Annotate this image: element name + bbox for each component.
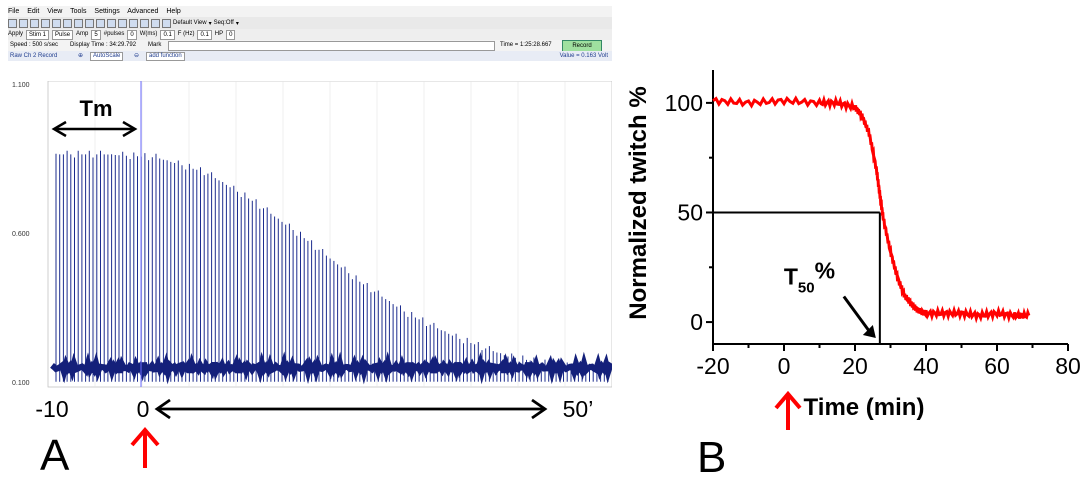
chart-b-t50-guides (713, 211, 881, 344)
edit-icon[interactable] (96, 18, 105, 28)
zoom-icon[interactable] (52, 18, 61, 28)
add-function-button[interactable]: add function (146, 52, 185, 61)
drug-application-arrow-a-head (130, 426, 160, 447)
t50-label: T50% (784, 257, 835, 296)
zoom-out-icon[interactable]: ⊖ (134, 53, 140, 59)
twitch-trace-plot: 1.100 0.600 0.100 Tm (12, 81, 612, 388)
x-axis-label: Time (min) (804, 394, 925, 421)
amp-input[interactable]: 5 (91, 29, 101, 40)
autoscale-button[interactable]: AutoScale (90, 52, 124, 61)
menu-bar: File Edit View Tools Settings Advanced H… (8, 6, 612, 17)
bars-icon[interactable] (74, 18, 83, 28)
baseline-noise (50, 351, 612, 385)
x-tick-label: 40 (913, 353, 939, 379)
stim-select[interactable]: Stim 1 (26, 29, 50, 40)
menu-file[interactable]: File (8, 8, 20, 15)
x-tick-label: 20 (842, 353, 868, 379)
seq-select[interactable]: Seq:Off (213, 20, 234, 26)
trace-sweeps (55, 150, 609, 382)
t50-subscript: 50 (798, 279, 815, 296)
hp-input[interactable]: 0 (226, 29, 236, 40)
channel-name[interactable]: Raw Ch 2 Record (10, 53, 58, 59)
panel-label-b: B (697, 433, 726, 478)
time-readout: Time = 1:25:28.667 (500, 42, 552, 48)
duration-arrow-right-head (531, 398, 548, 420)
trace-baseline (50, 351, 612, 385)
pulse-select[interactable]: Pulse (52, 29, 74, 40)
y-axis-label: Normalized twitch % (625, 86, 652, 319)
mark-label: Mark (148, 42, 162, 48)
photo-icon[interactable] (129, 18, 138, 28)
y-tick-label: 0 (690, 309, 703, 335)
t50-arrow (842, 295, 872, 333)
chart-b-axes (712, 70, 1068, 345)
zoom-in-icon[interactable]: ⊕ (78, 53, 84, 59)
tm-label: Tm (80, 96, 113, 121)
y-tick-bottom: 0.100 (12, 380, 30, 387)
speed-readout: Speed : 500 s/sec (10, 42, 59, 48)
chart-icon[interactable] (41, 18, 50, 28)
duration-arrow-left-head (154, 398, 171, 420)
hp-label: HP (214, 31, 224, 37)
y-tick-top: 1.100 (12, 82, 30, 89)
f-label: F (Hz) (177, 31, 195, 37)
view-select[interactable]: Default View (173, 20, 207, 26)
mark-input[interactable] (168, 41, 495, 51)
info-row: Speed : 500 s/sec Display Time : 34:29.7… (8, 40, 612, 52)
w-label: W(ms) (139, 31, 158, 37)
apply-label: Apply (8, 31, 24, 37)
panel-label-a: A (40, 431, 70, 478)
grid-icon[interactable] (151, 18, 160, 28)
x-label-50min: 50’ (563, 396, 594, 422)
amp-label: Amp (76, 31, 89, 37)
normalized-twitch-chart: -20 0 20 40 60 80 0 50 100 Time (min) Normalized… (625, 70, 1081, 478)
t50-percent: % (815, 257, 835, 283)
y-tick-label: 100 (665, 90, 703, 116)
pulses-label: #pulses (103, 31, 125, 37)
menu-tools[interactable]: Tools (70, 8, 87, 15)
pulses-input[interactable]: 0 (127, 29, 137, 40)
drug-application-arrow-b-head (774, 390, 802, 410)
x-label-zero: 0 (137, 396, 150, 422)
x-tick-label: -20 (696, 353, 729, 379)
channel-header: Raw Ch 2 Record ⊕ AutoScale ⊖ add functi… (8, 51, 612, 61)
stimulus-params: Apply Stim 1 Pulse Amp 5 #pulses 0 W(ms)… (8, 29, 612, 40)
w-input[interactable]: 0.1 (160, 29, 175, 40)
y-tick-label: 50 (677, 199, 703, 225)
mountain-icon[interactable] (118, 18, 127, 28)
export-icon[interactable] (85, 18, 94, 28)
open-file-icon[interactable] (19, 18, 28, 28)
tm-arrow-left-head (51, 120, 67, 138)
cross-icon[interactable] (162, 18, 171, 28)
y-tick-middle: 0.600 (12, 231, 30, 238)
series-normalized-twitch (712, 94, 1031, 324)
value-readout: Value = 0.163 Volt (559, 53, 608, 59)
t50-arrow-head (862, 325, 876, 338)
chevron-down-icon[interactable]: ▾ (208, 20, 212, 27)
trace-grid (94, 81, 566, 387)
chevron-down-icon[interactable]: ▾ (235, 20, 239, 27)
menu-settings[interactable]: Settings (94, 8, 120, 15)
signal-icon[interactable] (63, 18, 72, 28)
x-tick-label: 60 (984, 353, 1010, 379)
new-file-icon[interactable] (8, 18, 17, 28)
menu-edit[interactable]: Edit (27, 8, 40, 15)
menu-view[interactable]: View (47, 8, 63, 15)
f-input[interactable]: 0.1 (197, 29, 212, 40)
menu-help[interactable]: Help (166, 8, 181, 15)
save-icon[interactable] (30, 18, 39, 28)
x-label-minus10: -10 (35, 396, 68, 422)
x-tick-label: 0 (778, 353, 791, 379)
landscape-icon[interactable] (140, 18, 149, 28)
x-tick-label: 80 (1055, 353, 1081, 379)
menu-advanced[interactable]: Advanced (127, 8, 159, 15)
toolbar: Default View ▾ Seq:Off ▾ (8, 17, 612, 29)
pause-icon[interactable] (107, 18, 116, 28)
panel-a-annotations: -10 0 50’ A (35, 396, 594, 478)
tm-arrow-right-head (122, 120, 138, 138)
chart-b-ticks: -20 0 20 40 60 80 0 50 100 (665, 90, 1081, 379)
t50-main: T (784, 263, 798, 289)
display-time-readout: Display Time : 34:29.792 (70, 42, 137, 48)
